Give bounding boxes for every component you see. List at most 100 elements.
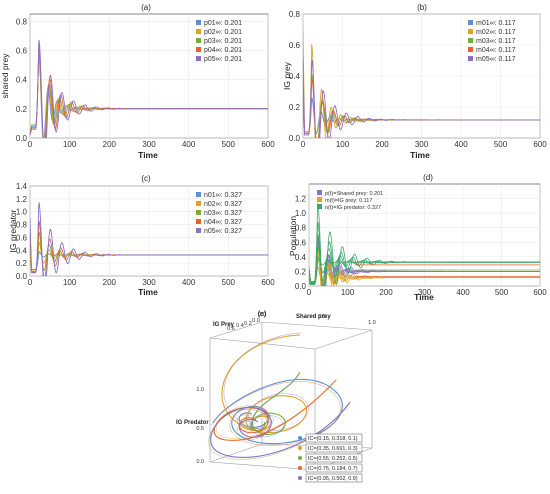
legend-entry: p02∞: 0.201 [204, 29, 242, 36]
x-tick-label: 600 [533, 140, 547, 149]
legend-entry: IC=(0.15, 0.318, 0.1) [308, 436, 358, 442]
legend-box [305, 453, 363, 463]
y-tick-label: 0.8 [16, 17, 28, 26]
trajectory-line [213, 379, 337, 441]
y-axis-label: IG predator [8, 209, 18, 252]
legend-entry: n01∞: 0.327 [204, 192, 242, 199]
x-tick-label: 100 [63, 278, 77, 287]
series-line [30, 40, 268, 138]
x-tick-label: 300 [142, 278, 156, 287]
y-axis-label: Population [288, 216, 298, 256]
x-tick-label: 600 [261, 278, 275, 287]
legend-swatch [468, 29, 473, 34]
legend-swatch [196, 38, 201, 43]
legend-swatch [196, 219, 201, 224]
legend-entry: m01∞: 0.117 [476, 20, 516, 27]
legend-marker [298, 466, 302, 470]
legend-entry: m03∞: 0.117 [476, 38, 516, 45]
y-tick-label: 1.0 [368, 320, 376, 326]
y-tick-label: 0.2 [16, 259, 28, 268]
x-axis-label: Time [138, 287, 158, 297]
x-tick-label: 100 [63, 140, 77, 149]
legend-swatch [317, 190, 322, 195]
series-line [309, 203, 540, 286]
y-tick-label: 1.0 [16, 208, 28, 217]
y-tick-label: 0.8 [16, 221, 28, 230]
legend-entry: m05∞: 0.117 [476, 56, 516, 63]
legend-entry: IC=(0.35, 0.691, 0.3) [308, 446, 358, 452]
legend-entry: p04∞: 0.201 [204, 47, 242, 54]
x-tick-label: 0 [301, 140, 306, 149]
axis-box-edge [209, 321, 263, 339]
legend-swatch [196, 56, 201, 61]
y-tick-label: 0.6 [295, 238, 307, 247]
x-axis-label: Time [138, 150, 158, 160]
x-tick-label: 300 [415, 140, 429, 149]
x-tick-label: 500 [495, 288, 509, 297]
panel-label: (a) [141, 3, 151, 12]
legend-swatch [317, 204, 322, 209]
x-tick-label: 300 [142, 140, 156, 149]
y-tick-label: 0.4 [16, 246, 28, 255]
legend-entry: p01∞: 0.201 [204, 20, 242, 27]
x-tick-label: 100 [341, 288, 355, 297]
x-tick-label: 400 [182, 278, 196, 287]
legend-entry: n03∞: 0.327 [204, 210, 242, 217]
panel-c: 0 100 200 300 400 500 600 0.0 0.2 0.4 0.6 0.8 1.0 1.2… [8, 174, 275, 297]
y-tick-label: 0.8 [295, 224, 307, 233]
legend-entry: m(t)=IG prey: 0.117 [325, 198, 372, 204]
axis-box-edge [261, 321, 373, 331]
legend-entry: IC=(0.95, 0.502, 0.9) [308, 476, 358, 482]
panel-label: (c) [141, 174, 151, 183]
y-tick-label: 0.8 [289, 10, 301, 19]
y-tick-label: 1.2 [295, 195, 307, 204]
y-tick-label: 0.2 [289, 103, 301, 112]
y-tick-label: 1.2 [16, 195, 28, 204]
y-tick-label: 0.4 [295, 253, 307, 262]
legend-swatch [196, 20, 201, 25]
trajectory-line [210, 401, 351, 458]
legend-swatch [317, 197, 322, 202]
x-tick-label: 600 [533, 288, 547, 297]
legend-box [305, 473, 363, 483]
panel-b: 0 100 200 300 400 500 600 0.0 0.2 0.4 0.6 0.8 (b) Tim… [282, 3, 547, 160]
series-line [309, 237, 540, 286]
y-tick-label: 0.0 [16, 134, 28, 143]
axis-box-edge [209, 443, 263, 463]
legend-swatch [196, 47, 201, 52]
x-tick-label: 400 [454, 140, 468, 149]
legend-marker [298, 476, 302, 480]
x-tick-label: 0.2 [244, 321, 252, 327]
legend-marker [298, 446, 302, 450]
x-tick-label: 400 [182, 140, 196, 149]
legend-entry: m02∞: 0.117 [476, 29, 516, 36]
series-group [30, 40, 268, 138]
x-tick-label: 500 [222, 278, 236, 287]
y-tick-label: 0.4 [289, 72, 301, 81]
legend-entry: n02∞: 0.327 [204, 201, 242, 208]
legend-entry: p05∞: 0.201 [204, 56, 242, 63]
x-tick-label: 600 [261, 140, 275, 149]
z-tick-label: 0.0 [196, 459, 204, 465]
x-tick-label: 0.6 [227, 326, 235, 332]
x-tick-label: 200 [379, 288, 393, 297]
y-tick-label: 0.0 [289, 134, 301, 143]
axis-name-ig-predator: IG Predator [176, 420, 209, 426]
x-tick-label: 0.0 [252, 318, 260, 324]
y-tick-label: 0.0 [258, 312, 266, 318]
y-tick-label: 0.0 [295, 282, 307, 291]
legend-swatch [196, 29, 201, 34]
series-line [309, 248, 540, 286]
x-tick-label: 0.4 [236, 323, 244, 329]
trajectory-line [212, 379, 343, 445]
series-group [309, 203, 540, 286]
x-tick-label: 0 [28, 140, 33, 149]
axis-box-edge [209, 461, 316, 471]
legend-swatch [196, 210, 201, 215]
axis-name-shared-prey: Shared prey [296, 314, 331, 320]
legend-entry: IC=(0.55, 0.252, 0.5) [308, 456, 358, 462]
trajectory-line [249, 373, 299, 437]
legend-swatch [468, 38, 473, 43]
x-tick-label: 200 [103, 278, 117, 287]
